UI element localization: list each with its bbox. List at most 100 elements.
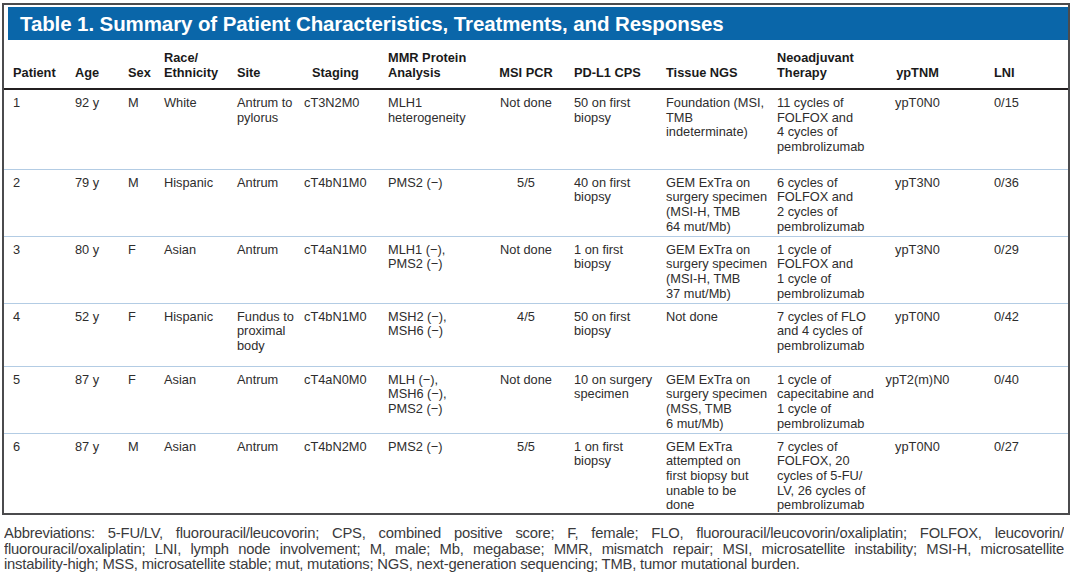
patient-table: PatientAgeSexRace/ EthnicitySiteStagingM… <box>4 40 1068 513</box>
table-body: 192 yMWhiteAntrum to pyloruscT3N2M0MLH1 … <box>4 89 1068 513</box>
table-row: 192 yMWhiteAntrum to pyloruscT3N2M0MLH1 … <box>4 89 1068 169</box>
table-cell: cT4bN1M0 <box>295 303 379 366</box>
table-title: Table 1. Summary of Patient Characterist… <box>8 7 724 41</box>
table-cell: 92 y <box>66 89 119 169</box>
table-cell: F <box>119 366 155 433</box>
table-cell: 6 cycles of FOLFOX and 2 cycles of pembr… <box>768 169 880 236</box>
table-cell: 40 on first biopsy <box>565 169 657 236</box>
page: Table 1. Summary of Patient Characterist… <box>0 0 1080 584</box>
column-header: Site <box>228 40 295 89</box>
table-cell: 0/27 <box>955 433 1068 513</box>
column-header: Tissue NGS <box>657 40 768 89</box>
table-cell: 1 cycle of FOLFOX and 1 cycle of pembrol… <box>768 236 880 303</box>
column-header: PD-L1 CPS <box>565 40 657 89</box>
table-cell: 0/40 <box>955 366 1068 433</box>
table-cell: cT4bN1M0 <box>295 169 379 236</box>
column-header: ypTNM <box>880 40 955 89</box>
table-cell: 4 <box>4 303 66 366</box>
table-cell: M <box>119 89 155 169</box>
table-cell: 52 y <box>66 303 119 366</box>
table-row: 452 yFHispanicFundus to proximal bodycT4… <box>4 303 1068 366</box>
abbreviations-line: Abbreviations: 5-FU/LV, fluorouracil/leu… <box>4 526 1064 542</box>
table-cell: 3 <box>4 236 66 303</box>
table-cell: cT4aN1M0 <box>295 236 379 303</box>
column-header: MSI PCR <box>487 40 565 89</box>
header-row: PatientAgeSexRace/ EthnicitySiteStagingM… <box>4 40 1068 89</box>
table-cell: 87 y <box>66 366 119 433</box>
table-cell: Asian <box>155 433 228 513</box>
table-cell: GEM ExTra on surgery specimen (MSI-H, TM… <box>657 236 768 303</box>
column-header: Patient <box>4 40 66 89</box>
table-cell: 80 y <box>66 236 119 303</box>
table-cell: 0/15 <box>955 89 1068 169</box>
table-cell: 50 on first biopsy <box>565 89 657 169</box>
table-cell: White <box>155 89 228 169</box>
table-cell: 10 on surgery specimen <box>565 366 657 433</box>
table-cell: PMS2 (−) <box>379 433 487 513</box>
table-cell: Hispanic <box>155 303 228 366</box>
table-row: 380 yFAsianAntrumcT4aN1M0MLH1 (−), PMS2 … <box>4 236 1068 303</box>
table-cell: 0/42 <box>955 303 1068 366</box>
table-cell: ypT0N0 <box>880 89 955 169</box>
column-header: Staging <box>295 40 379 89</box>
table-cell: 87 y <box>66 433 119 513</box>
column-header: Sex <box>119 40 155 89</box>
table1: Table 1. Summary of Patient Characterist… <box>2 3 1070 515</box>
table-title-bar: Table 1. Summary of Patient Characterist… <box>8 7 1068 40</box>
table-cell: Not done <box>487 89 565 169</box>
table-cell: Antrum <box>228 433 295 513</box>
table-row: 279 yMHispanicAntrumcT4bN1M0PMS2 (−)5/54… <box>4 169 1068 236</box>
table-cell: 5/5 <box>487 433 565 513</box>
table-cell: 1 on first biopsy <box>565 236 657 303</box>
table-cell: M <box>119 169 155 236</box>
column-header: Neoadjuvant Therapy <box>768 40 880 89</box>
table-cell: 79 y <box>66 169 119 236</box>
table-cell: 50 on first biopsy <box>565 303 657 366</box>
column-header: LNI <box>955 40 1068 89</box>
table-cell: M <box>119 433 155 513</box>
column-header: Age <box>66 40 119 89</box>
column-header: MMR Protein Analysis <box>379 40 487 89</box>
table-cell: Fundus to proximal body <box>228 303 295 366</box>
table-cell: ypT0N0 <box>880 433 955 513</box>
table-row: 687 yMAsianAntrumcT4bN2M0PMS2 (−)5/51 on… <box>4 433 1068 513</box>
table-cell: 0/29 <box>955 236 1068 303</box>
column-header: Race/ Ethnicity <box>155 40 228 89</box>
table-cell: Foundation (MSI, TMB indeterminate) <box>657 89 768 169</box>
table-cell: 0/36 <box>955 169 1068 236</box>
table-cell: F <box>119 236 155 303</box>
table-cell: GEM ExTra attempted on first biopsy but … <box>657 433 768 513</box>
table-cell: 11 cycles of FOLFOX and 4 cycles of pemb… <box>768 89 880 169</box>
table-cell: 6 <box>4 433 66 513</box>
table-cell: 7 cycles of FLO and 4 cycles of pembroli… <box>768 303 880 366</box>
table-cell: ypT2(m)N0 <box>880 366 955 433</box>
abbreviations-line: instability-high; MSS, microsatellite st… <box>4 557 1064 573</box>
table-cell: Antrum to pylorus <box>228 89 295 169</box>
table-cell: 7 cycles of FOLFOX, 20 cycles of 5-FU/ L… <box>768 433 880 513</box>
table-cell: Antrum <box>228 169 295 236</box>
table-cell: ypT0N0 <box>880 303 955 366</box>
table-cell: 4/5 <box>487 303 565 366</box>
table-cell: Asian <box>155 366 228 433</box>
table-cell: ypT3N0 <box>880 169 955 236</box>
table-cell: Not done <box>487 236 565 303</box>
table-cell: cT4aN0M0 <box>295 366 379 433</box>
table-cell: Antrum <box>228 366 295 433</box>
table-cell: ypT3N0 <box>880 236 955 303</box>
table-cell: GEM ExTra on surgery specimen (MSI-H, TM… <box>657 169 768 236</box>
table-cell: 1 cycle of capecitabine and 1 cycle of p… <box>768 366 880 433</box>
table-cell: Hispanic <box>155 169 228 236</box>
table-cell: 2 <box>4 169 66 236</box>
table-cell: cT3N2M0 <box>295 89 379 169</box>
abbreviations-note: Abbreviations: 5-FU/LV, fluorouracil/leu… <box>4 526 1064 573</box>
table-cell: MLH (−), MSH6 (−), PMS2 (−) <box>379 366 487 433</box>
table-row: 587 yFAsianAntrumcT4aN0M0MLH (−), MSH6 (… <box>4 366 1068 433</box>
table-cell: 5 <box>4 366 66 433</box>
table-cell: 1 <box>4 89 66 169</box>
table-cell: GEM ExTra on surgery specimen (MSS, TMB … <box>657 366 768 433</box>
table-cell: 1 on first biopsy <box>565 433 657 513</box>
table-cell: PMS2 (−) <box>379 169 487 236</box>
table-cell: Not done <box>487 366 565 433</box>
table-cell: F <box>119 303 155 366</box>
table-cell: MLH1 heterogeneity <box>379 89 487 169</box>
